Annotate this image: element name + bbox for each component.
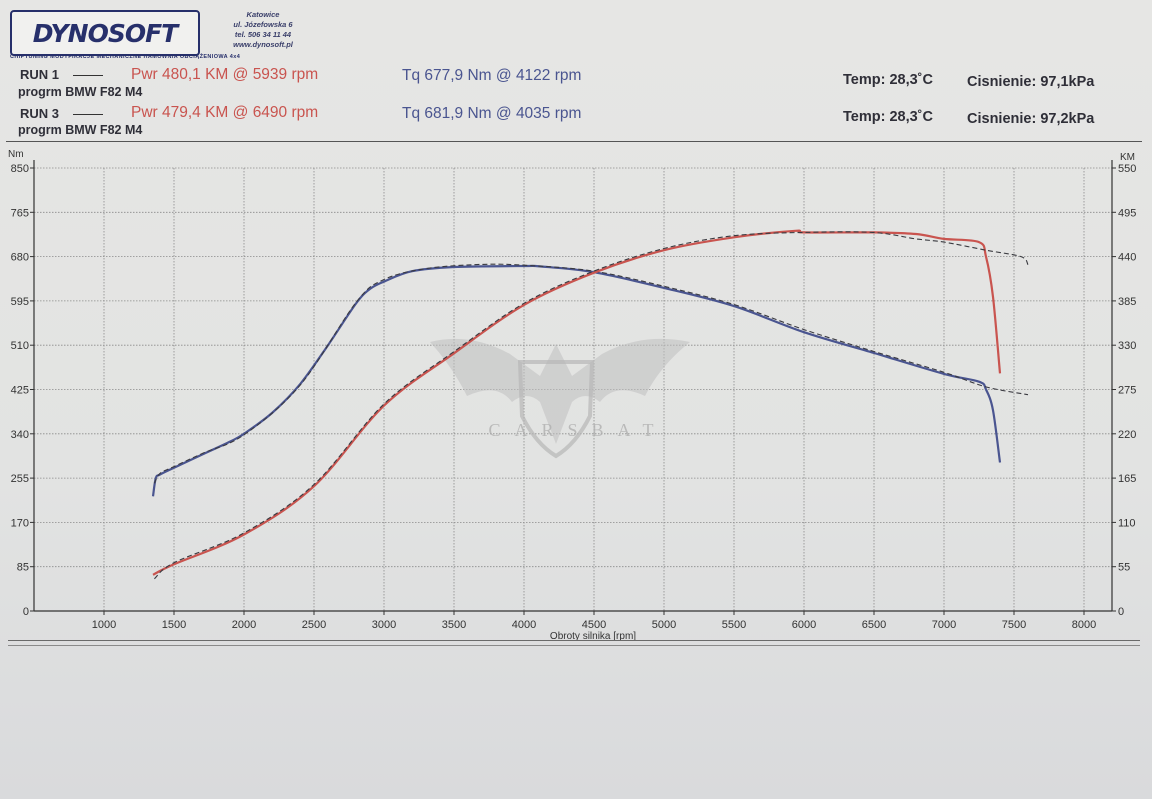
header-divider [6, 141, 1142, 142]
run1-pressure: Cisnienie: 97,1kPa [967, 74, 1095, 90]
y-left-tick-label: 85 [17, 562, 29, 574]
run1-line-sample [73, 75, 104, 77]
address-block: Katowice ul. Józefowska 6 tel. 506 34 11… [208, 10, 318, 50]
x-tick-label: 7000 [932, 619, 956, 631]
y-axis-left-label: Nm [8, 149, 24, 160]
x-tick-label: 7500 [1002, 619, 1026, 631]
x-tick-label: 4500 [582, 619, 606, 631]
y-left-tick-label: 595 [11, 296, 29, 308]
run1-temp: Temp: 28,3˚C [843, 72, 933, 88]
logo-text: DYNOSOFT [32, 18, 178, 48]
y-left-tick-label: 680 [11, 252, 29, 264]
run3-temp: Temp: 28,3˚C [843, 109, 933, 125]
dyno-chart: CARSBAT 1000 1500 2000 2500 3000 3500 4000 4500… [8, 149, 1136, 640]
run3-power: Pwr 479,4 KM @ 6490 rpm [131, 104, 319, 121]
x-tick-label: 1500 [162, 619, 186, 631]
x-tick-label: 1000 [92, 619, 116, 631]
logo-tagline: CHIPTUNING MODYFIKACJE MECHANICZNE HAMOW… [10, 54, 241, 60]
y-left-tick-label: 340 [11, 429, 29, 441]
address-city: Katowice [246, 10, 280, 19]
y-right-tick-label: 440 [1118, 252, 1136, 264]
axes: 1000 1500 2000 2500 3000 3500 4000 4500 5000 5500… [8, 149, 1136, 640]
run3-program: progrm BMW F82 M4 [18, 123, 143, 137]
x-axis-label: Obroty silnika [rpm] [550, 631, 636, 640]
y-right-tick-label: 165 [1118, 473, 1136, 485]
address-street: ul. Józefowska 6 [233, 20, 293, 29]
y-right-tick-label: 550 [1118, 163, 1136, 175]
series [151, 229, 1029, 580]
x-tick-label: 6500 [862, 619, 886, 631]
y-right-tick-label: 495 [1118, 207, 1136, 219]
y-left-tick-label: 0 [23, 606, 29, 618]
run1-label-text: RUN 1 [20, 67, 60, 82]
run3-torque: Tq 681,9 Nm @ 4035 rpm [402, 105, 582, 122]
y-right-tick-label: 0 [1118, 606, 1124, 618]
y-right-tick-label: 110 [1118, 517, 1136, 529]
x-tick-label: 3500 [442, 619, 466, 631]
address-phone: tel. 506 34 11 44 [234, 30, 292, 39]
run3-label-text: RUN 3 [20, 106, 60, 121]
address-web: www.dynosoft.pl [233, 40, 293, 49]
run3-line-sample [73, 114, 104, 116]
x-tick-label: 2000 [232, 619, 256, 631]
shield-icon [517, 360, 595, 459]
x-tick-label: 5500 [722, 619, 746, 631]
carsbat-watermark: CARSBAT [430, 338, 690, 459]
torque-curve-dashed [153, 263, 1029, 484]
x-tick-label: 2500 [302, 619, 326, 631]
x-tick-label: 5000 [652, 619, 676, 631]
x-tick-label: 4000 [512, 619, 536, 631]
power-curve-solid [152, 229, 1002, 576]
x-tick-label: 3000 [372, 619, 396, 631]
x-tick-label: 6000 [792, 619, 816, 631]
bottom-divider-2 [8, 645, 1140, 646]
y-axis-right-label: KM [1120, 152, 1135, 163]
bottom-divider [8, 640, 1140, 641]
run3-label: RUN 3 [20, 106, 104, 121]
run1-torque: Tq 677,9 Nm @ 4122 rpm [402, 67, 582, 84]
dynosoft-logo: DYNOSOFT [10, 10, 200, 56]
run1-program: progrm BMW F82 M4 [18, 85, 143, 99]
run1-label: RUN 1 [20, 67, 104, 82]
y-left-tick-label: 850 [11, 163, 29, 175]
y-left-tick-label: 425 [11, 385, 29, 397]
x-tick-label: 8000 [1072, 619, 1096, 631]
power-curve-dashed [154, 231, 1029, 580]
y-right-tick-label: 275 [1118, 385, 1136, 397]
y-left-tick-label: 765 [11, 207, 29, 219]
run1-power: Pwr 480,1 KM @ 5939 rpm [131, 66, 319, 83]
watermark-text: CARSBAT [488, 420, 667, 440]
bat-wings-icon [430, 338, 690, 444]
y-left-tick-label: 510 [11, 340, 29, 352]
y-left-tick-label: 170 [11, 517, 29, 529]
y-right-tick-label: 220 [1118, 429, 1136, 441]
y-left-tick-label: 255 [11, 473, 29, 485]
y-right-tick-label: 330 [1118, 340, 1136, 352]
y-right-tick-label: 385 [1118, 296, 1136, 308]
y-right-tick-label: 55 [1118, 562, 1130, 574]
run3-pressure: Cisnienie: 97,2kPa [967, 111, 1095, 127]
